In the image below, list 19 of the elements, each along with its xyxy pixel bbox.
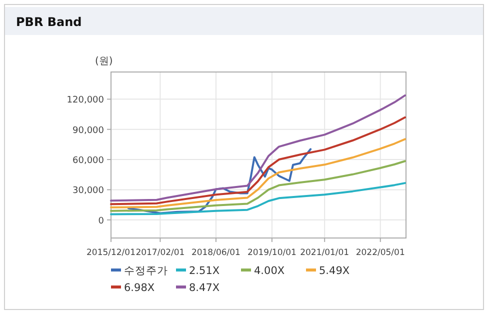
y-tick-label: 60,000	[72, 156, 104, 166]
x-tick-label: 2017/02/01	[136, 248, 185, 258]
y-tick-label: 90,000	[72, 126, 104, 136]
legend-label: 2.51X	[189, 265, 220, 277]
x-tick-label: 2021/01/01	[300, 248, 350, 258]
legend-label: 5.49X	[319, 265, 350, 277]
legend-label: 4.00X	[254, 265, 285, 277]
legend-label: 수정주가	[124, 265, 168, 277]
x-tick-label: 2022/05/01	[356, 248, 405, 258]
y-tick-label: 0	[98, 216, 104, 226]
y-axis-title: (원)	[95, 56, 113, 67]
y-tick-label: 30,000	[72, 186, 104, 196]
x-tick-label: 2015/12/01	[86, 248, 136, 258]
legend-label: 6.98X	[124, 282, 155, 294]
x-tick-label: 2018/06/01	[191, 248, 240, 258]
x-tick-label: 2019/10/01	[247, 248, 296, 258]
legend-label: 8.47X	[189, 282, 220, 294]
y-tick-label: 120,000	[66, 96, 104, 106]
title: PBR Band	[16, 15, 82, 29]
